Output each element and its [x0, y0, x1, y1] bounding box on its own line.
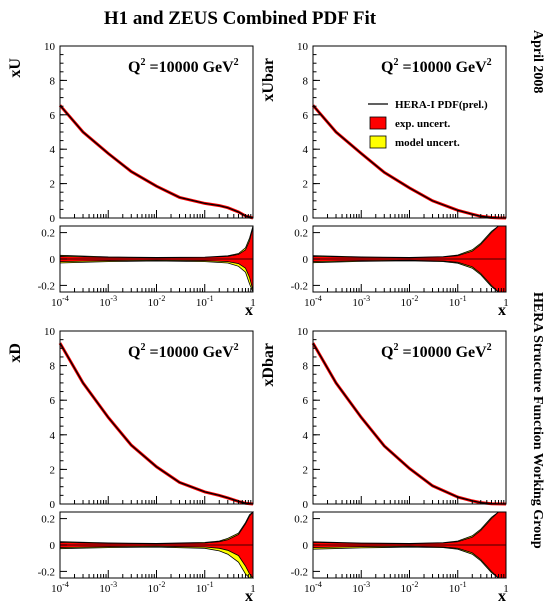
legend-label: exp. uncert.	[395, 118, 451, 130]
xtick-label: 10-2	[401, 294, 419, 309]
ytick-label: 6	[50, 395, 56, 407]
xtick-label: 10-3	[99, 580, 117, 595]
ytick-label: 8	[303, 361, 309, 373]
panel-xD: 0 2 4 6 8 10 xD Q2 =10000 GeV2 -0.2 0 0.2 10-4 10-3 1…	[7, 326, 256, 605]
xtick-label: 10-4	[304, 580, 322, 595]
ratio-ytick-label: -0.2	[38, 280, 55, 292]
xtick-label: 10-2	[148, 294, 166, 309]
ratio-ytick-label: 0	[303, 540, 309, 552]
xUbar-q2-label: Q2 =10000 GeV2	[381, 57, 492, 76]
xDbar-ylabel: xDbar	[260, 343, 277, 387]
ratio-ytick-label: 0.2	[41, 514, 55, 526]
figure-title: H1 and ZEUS Combined PDF Fit	[104, 8, 377, 29]
xtick-label: 10-2	[401, 580, 419, 595]
xDbar-q2-label: Q2 =10000 GeV2	[381, 342, 492, 361]
ratio-ytick-label: -0.2	[291, 566, 308, 578]
ytick-label: 4	[50, 144, 56, 156]
ytick-label: 0	[303, 499, 309, 511]
xU-ylabel: xU	[7, 58, 24, 78]
ytick-label: 8	[303, 75, 309, 87]
xD-band	[58, 342, 254, 506]
ytick-label: 2	[50, 179, 56, 191]
xD-ylabel: xD	[7, 343, 24, 363]
ytick-label: 6	[50, 110, 56, 122]
ytick-label: 8	[50, 361, 56, 373]
legend-box-swatch	[369, 116, 387, 130]
ytick-label: 2	[303, 464, 309, 476]
ytick-label: 6	[303, 395, 309, 407]
ratio-ytick-label: 0	[50, 540, 56, 552]
ytick-label: 10	[297, 41, 309, 53]
xU-q2-label: Q2 =10000 GeV2	[128, 57, 239, 76]
xUbar-xlabel: x	[498, 302, 506, 319]
xUbar-ylabel: xUbar	[260, 58, 277, 102]
ytick-label: 4	[50, 430, 56, 442]
ytick-label: 2	[50, 464, 56, 476]
xtick-label: 10-1	[196, 294, 214, 309]
xtick-label: 10-4	[304, 294, 322, 309]
xD-q2-label: Q2 =10000 GeV2	[128, 342, 239, 361]
ytick-label: 8	[50, 75, 56, 87]
xtick-label: 10-3	[352, 294, 370, 309]
xtick-label: 10-1	[449, 580, 467, 595]
xtick-label: 10-1	[449, 294, 467, 309]
ytick-label: 2	[303, 179, 309, 191]
ytick-label: 6	[303, 110, 309, 122]
ytick-label: 10	[44, 326, 56, 338]
xU-xlabel: x	[245, 302, 253, 319]
xtick-label: 1	[250, 583, 256, 595]
panel-xDbar: 0 2 4 6 8 10 xDbar Q2 =10000 GeV2 -0.2 0 0.2 10-4 10…	[260, 326, 509, 605]
ytick-label: 0	[303, 213, 309, 225]
xDbar-band	[311, 342, 507, 506]
ratio-ytick-label: 0	[50, 254, 56, 266]
panel-xU: 0 2 4 6 8 10 xU Q2 =10000 GeV2 -0.2 0 0.2 10-4 10-3 1…	[7, 41, 256, 319]
xtick-label: 10-1	[196, 580, 214, 595]
xtick-label: 10-4	[51, 294, 69, 309]
ytick-label: 0	[50, 499, 56, 511]
ytick-label: 4	[303, 144, 309, 156]
xtick-label: 1	[250, 297, 256, 309]
legend-box-swatch	[369, 135, 387, 149]
xDbar-central-line	[312, 342, 507, 505]
xtick-label: 10-2	[148, 580, 166, 595]
ytick-label: 4	[303, 430, 309, 442]
xtick-label: 1	[503, 583, 509, 595]
xtick-label: 10-4	[51, 580, 69, 595]
xtick-label: 1	[503, 297, 509, 309]
panel-xUbar: 0 2 4 6 8 10 xUbar Q2 =10000 GeV2 -0.2 0 0.2 10-4 10…	[260, 41, 509, 319]
legend-label: HERA-I PDF(prel.)	[395, 99, 488, 111]
ratio-ytick-label: -0.2	[291, 280, 308, 292]
legend: HERA-I PDF(prel.) exp. uncert. model uncer…	[368, 99, 488, 149]
xD-xlabel: x	[245, 588, 253, 605]
legend-label: model uncert.	[395, 137, 460, 149]
group-label: HERA Structure Function Working Group	[530, 292, 545, 549]
ytick-label: 10	[297, 326, 309, 338]
xtick-label: 10-3	[99, 294, 117, 309]
ytick-label: 0	[50, 213, 56, 225]
date-label: April 2008	[530, 30, 545, 93]
xU-band	[58, 104, 254, 220]
ratio-ytick-label: 0.2	[41, 228, 55, 240]
ratio-ytick-label: 0.2	[294, 228, 308, 240]
ratio-ytick-label: 0.2	[294, 514, 308, 526]
xtick-label: 10-3	[352, 580, 370, 595]
ratio-ytick-label: -0.2	[38, 566, 55, 578]
ratio-ytick-label: 0	[303, 254, 309, 266]
xD-central-line	[59, 342, 254, 505]
ytick-label: 10	[44, 41, 56, 53]
xDbar-xlabel: x	[498, 588, 506, 605]
xU-central-line	[59, 104, 254, 219]
